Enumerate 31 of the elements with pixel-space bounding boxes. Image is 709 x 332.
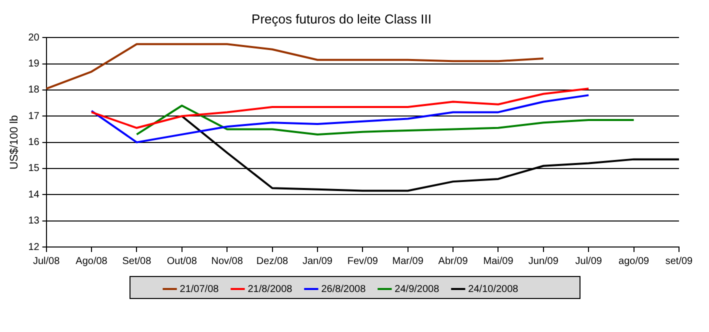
x-tick-label: Jul/08 <box>32 256 60 267</box>
y-tick-label: 12 <box>28 242 40 253</box>
legend-label: 26/8/2008 <box>321 284 366 295</box>
x-tick-label: Mar/09 <box>392 256 424 267</box>
y-tick-label: 20 <box>28 32 40 44</box>
legend-label: 21/8/2008 <box>248 284 293 295</box>
y-axis-title: US$/100 lb <box>8 115 21 170</box>
y-tick-label: 14 <box>28 189 40 200</box>
y-tick-label: 15 <box>28 163 40 174</box>
legend-label: 24/9/2008 <box>394 284 440 295</box>
x-tick-label: Set/08 <box>122 256 152 267</box>
x-tick-label: Jul/09 <box>575 256 602 267</box>
x-tick-label: Nov/08 <box>211 256 244 267</box>
x-tick-label: Jan/09 <box>302 256 333 267</box>
x-tick-label: Abr/09 <box>438 256 468 267</box>
y-tick-label: 19 <box>28 58 40 70</box>
x-tick-label: Mai/09 <box>483 256 514 267</box>
x-tick-label: set/09 <box>665 256 694 267</box>
x-tick-label: ago/09 <box>618 256 650 267</box>
x-tick-label: Jun/09 <box>528 256 559 267</box>
y-tick-label: 13 <box>28 216 40 227</box>
x-tick-label: Fev/09 <box>347 256 378 267</box>
x-tick-label: Out/08 <box>166 256 198 267</box>
x-tick-label: Dez/08 <box>256 256 289 267</box>
legend-label: 21/07/08 <box>180 284 220 295</box>
chart-title: Preços futuros do leite Class III <box>252 11 432 26</box>
y-tick-label: 16 <box>28 137 40 148</box>
legend-label: 24/10/2008 <box>468 284 519 295</box>
y-tick-label: 17 <box>28 110 40 122</box>
x-tick-label: Ago/08 <box>76 256 108 267</box>
y-tick-label: 18 <box>28 84 40 96</box>
